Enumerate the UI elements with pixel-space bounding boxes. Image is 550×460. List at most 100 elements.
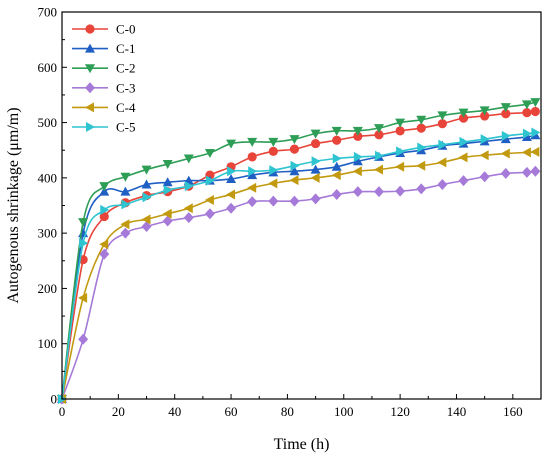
data-point bbox=[289, 195, 300, 207]
data-point bbox=[331, 161, 342, 171]
data-point bbox=[522, 128, 532, 139]
data-point bbox=[121, 199, 131, 210]
data-point bbox=[395, 126, 405, 136]
data-point bbox=[226, 202, 237, 214]
data-point bbox=[416, 160, 426, 171]
data-point bbox=[500, 148, 510, 159]
x-tick-label: 120 bbox=[390, 404, 410, 419]
data-point bbox=[521, 131, 532, 141]
data-point bbox=[530, 165, 541, 177]
x-tick-label: 100 bbox=[334, 404, 354, 419]
data-point bbox=[289, 144, 300, 154]
series-c-1 bbox=[57, 130, 541, 403]
data-point bbox=[416, 123, 426, 133]
data-point bbox=[141, 221, 152, 233]
series-line bbox=[61, 170, 536, 400]
series-c-2 bbox=[57, 98, 541, 404]
data-point bbox=[268, 137, 279, 147]
data-point bbox=[162, 208, 172, 219]
data-point bbox=[78, 292, 88, 303]
legend-item: C-3 bbox=[72, 80, 136, 95]
data-point bbox=[310, 164, 321, 174]
data-point bbox=[331, 170, 341, 181]
x-tick-label: 80 bbox=[281, 404, 294, 419]
data-point bbox=[120, 186, 131, 196]
y-tick-label: 0 bbox=[51, 392, 58, 407]
data-point bbox=[373, 164, 383, 175]
data-point bbox=[373, 124, 384, 134]
series-c-4 bbox=[57, 146, 540, 404]
data-point bbox=[531, 127, 541, 138]
data-point bbox=[226, 189, 236, 200]
data-point bbox=[269, 165, 279, 176]
legend-marker bbox=[85, 82, 95, 94]
data-point bbox=[99, 182, 110, 192]
data-point bbox=[226, 173, 237, 183]
y-tick-label: 300 bbox=[38, 226, 58, 241]
tick-layer: 0 20 40 60 80 100 120 140 160 0 100 200 300 400 500 600… bbox=[38, 5, 523, 420]
data-point bbox=[437, 111, 448, 121]
legend-label: C-2 bbox=[116, 61, 136, 76]
data-point bbox=[480, 111, 490, 121]
data-point bbox=[458, 108, 469, 118]
data-point bbox=[141, 179, 152, 189]
data-point bbox=[183, 203, 193, 214]
data-point bbox=[78, 218, 89, 228]
data-point bbox=[78, 333, 89, 345]
legend: C-0 C-1 C-2 C-3 C-4 C-5 bbox=[72, 22, 136, 135]
data-point bbox=[99, 239, 109, 250]
data-point bbox=[204, 208, 215, 220]
data-point bbox=[521, 147, 531, 158]
x-tick-label: 60 bbox=[225, 404, 238, 419]
legend-label: C-1 bbox=[116, 41, 136, 56]
data-point bbox=[479, 150, 489, 161]
y-tick-label: 700 bbox=[38, 5, 58, 20]
legend-item: C-5 bbox=[72, 120, 136, 135]
data-point bbox=[353, 131, 363, 141]
data-point bbox=[396, 146, 406, 157]
data-point bbox=[332, 153, 342, 164]
data-point bbox=[79, 238, 89, 249]
data-point bbox=[310, 129, 321, 139]
data-point bbox=[227, 166, 237, 177]
data-point bbox=[500, 103, 511, 113]
data-point bbox=[99, 211, 109, 222]
data-point bbox=[521, 166, 532, 178]
data-point bbox=[352, 126, 363, 136]
data-point bbox=[310, 172, 320, 183]
legend-marker bbox=[85, 24, 95, 34]
legend-marker bbox=[85, 64, 95, 74]
data-point bbox=[437, 178, 448, 190]
data-point bbox=[458, 113, 469, 123]
data-point bbox=[162, 215, 173, 227]
legend-marker bbox=[85, 102, 94, 113]
data-point bbox=[248, 166, 258, 177]
x-tick-label: 40 bbox=[168, 404, 181, 419]
data-point bbox=[268, 178, 278, 189]
legend-item: C-4 bbox=[72, 100, 136, 115]
data-point bbox=[204, 148, 215, 158]
data-point bbox=[120, 227, 131, 239]
x-tick-label: 140 bbox=[447, 404, 467, 419]
data-point bbox=[332, 135, 342, 145]
legend-label: C-4 bbox=[116, 100, 136, 115]
y-tick-label: 600 bbox=[38, 60, 58, 75]
data-point bbox=[522, 108, 532, 118]
data-point bbox=[438, 139, 448, 150]
legend-item: C-2 bbox=[72, 61, 136, 76]
data-point bbox=[205, 175, 215, 186]
legend-marker bbox=[86, 122, 95, 132]
data-point bbox=[226, 139, 237, 149]
data-point bbox=[353, 151, 363, 162]
data-point bbox=[374, 150, 384, 161]
x-tick-label: 20 bbox=[112, 404, 125, 419]
data-point bbox=[479, 106, 490, 116]
y-tick-label: 100 bbox=[38, 336, 58, 351]
data-point bbox=[373, 186, 384, 198]
legend-label: C-5 bbox=[116, 120, 136, 135]
data-point bbox=[416, 115, 427, 125]
data-point bbox=[163, 185, 173, 196]
data-point bbox=[395, 185, 406, 197]
data-point bbox=[395, 118, 406, 128]
data-point bbox=[437, 157, 447, 168]
